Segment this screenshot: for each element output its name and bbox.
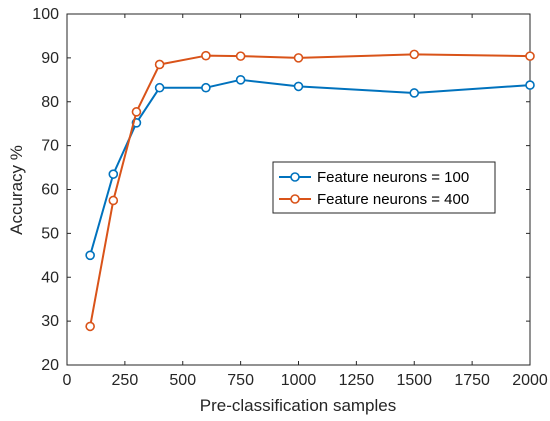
y-tick-label: 70 bbox=[41, 138, 59, 155]
y-tick-label: 20 bbox=[41, 357, 59, 374]
x-tick-label: 750 bbox=[227, 372, 254, 389]
legend-item: Feature neurons = 400 bbox=[279, 191, 469, 208]
y-tick-label: 30 bbox=[41, 313, 59, 330]
data-point bbox=[85, 250, 95, 261]
x-tick-label: 250 bbox=[112, 372, 139, 389]
y-tick-label: 80 bbox=[41, 94, 59, 111]
legend-item: Feature neurons = 100 bbox=[279, 169, 469, 186]
y-tick-label: 60 bbox=[41, 182, 59, 199]
legend: Feature neurons = 100 Feature neurons = 4… bbox=[272, 161, 496, 214]
legend-marker bbox=[290, 172, 300, 182]
x-tick-label: 2000 bbox=[512, 372, 548, 389]
data-point bbox=[525, 80, 535, 90]
series-1 bbox=[85, 75, 535, 261]
data-point bbox=[154, 82, 165, 93]
x-tick-label: 1750 bbox=[454, 372, 490, 389]
data-point bbox=[201, 50, 211, 61]
data-point bbox=[235, 51, 246, 61]
x-tick-label: 1500 bbox=[396, 372, 432, 389]
y-tick-label: 90 bbox=[41, 50, 59, 67]
data-point bbox=[131, 107, 142, 117]
series-layer bbox=[85, 49, 535, 332]
data-point bbox=[409, 49, 420, 60]
data-point bbox=[154, 59, 165, 70]
y-axis-title: Accuracy % bbox=[7, 145, 26, 235]
y-tick-label: 40 bbox=[41, 269, 59, 286]
x-tick-label: 1000 bbox=[281, 372, 317, 389]
x-axis-title: Pre-classification samples bbox=[200, 396, 397, 415]
legend-label: Feature neurons = 100 bbox=[317, 169, 469, 186]
x-tick-label: 1250 bbox=[339, 372, 375, 389]
data-point bbox=[525, 51, 535, 61]
data-point bbox=[293, 81, 304, 92]
data-point bbox=[108, 169, 119, 179]
data-point bbox=[108, 195, 119, 206]
y-tick-label: 50 bbox=[41, 225, 59, 242]
data-point bbox=[409, 88, 420, 98]
x-tick-label: 500 bbox=[169, 372, 196, 389]
legend-box bbox=[272, 161, 496, 214]
data-point bbox=[85, 321, 95, 332]
x-tick-label: 0 bbox=[63, 372, 72, 389]
axis-ticks: 0 250 500 750 1000 1250 1500 1750 2000 20 30 40 50 60… bbox=[32, 6, 548, 389]
legend-marker bbox=[290, 194, 300, 204]
data-point bbox=[201, 82, 211, 93]
data-point bbox=[293, 53, 304, 63]
y-tick-label: 100 bbox=[32, 6, 59, 23]
data-point bbox=[235, 75, 246, 85]
series-2 bbox=[85, 49, 535, 332]
legend-label: Feature neurons = 400 bbox=[317, 191, 469, 208]
